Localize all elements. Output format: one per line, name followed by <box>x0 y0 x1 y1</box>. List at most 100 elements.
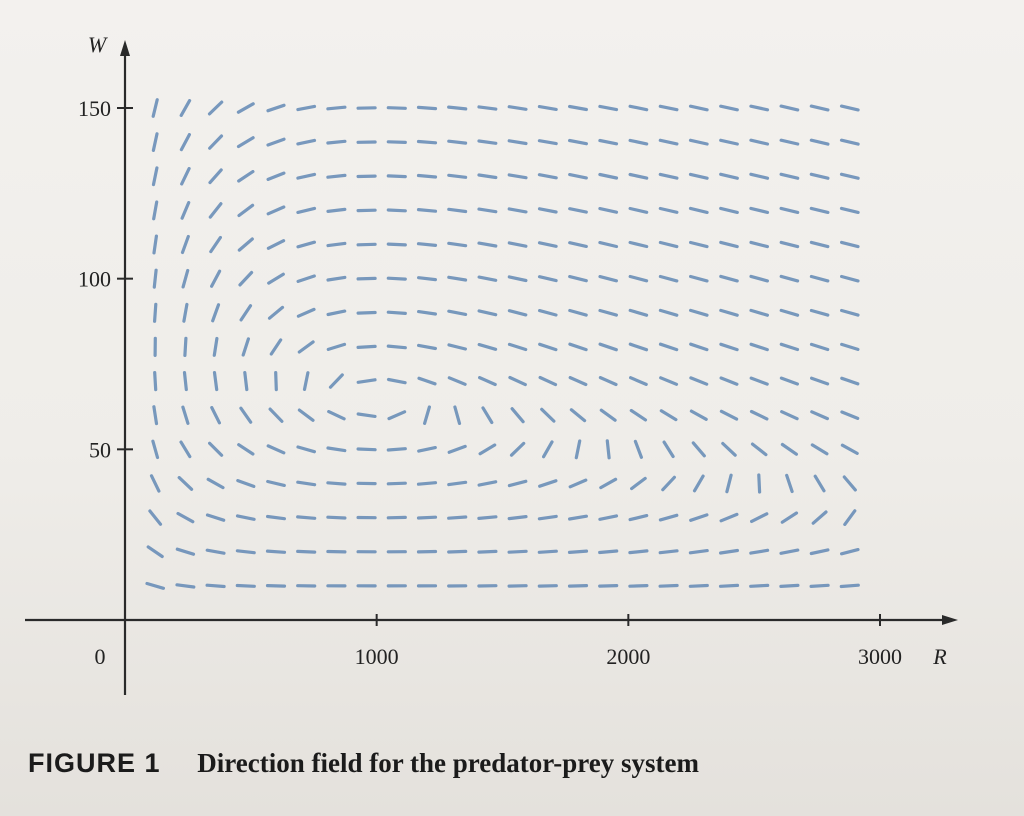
direction-segment <box>416 242 438 247</box>
direction-segment <box>568 478 588 489</box>
direction-segment <box>538 342 558 352</box>
direction-field-segments <box>145 98 860 590</box>
direction-segment <box>417 376 437 386</box>
direction-segment <box>326 515 347 520</box>
direction-segment <box>296 138 317 146</box>
direction-segment <box>605 439 611 460</box>
direction-segment <box>599 477 618 490</box>
direction-segment <box>386 447 407 452</box>
direction-segment <box>326 481 347 486</box>
direction-segment <box>537 139 558 146</box>
direction-segment <box>628 138 649 146</box>
direction-segment <box>574 439 582 460</box>
direction-segment <box>296 445 316 454</box>
direction-segment <box>688 548 709 555</box>
direction-segment <box>175 547 196 556</box>
direction-segment <box>568 308 588 317</box>
direction-segment <box>719 308 739 317</box>
direction-segment <box>688 308 709 317</box>
direction-segment <box>477 173 498 180</box>
direction-segment <box>205 513 226 522</box>
direction-segment <box>326 105 347 111</box>
direction-segment <box>267 272 285 285</box>
direction-segment <box>598 376 618 387</box>
direction-segment <box>537 207 558 214</box>
direction-segment <box>507 139 528 146</box>
direction-segment <box>598 514 619 521</box>
direction-segment <box>269 338 283 356</box>
direction-segment <box>297 340 315 354</box>
direction-segment <box>447 105 468 111</box>
direction-segment <box>447 139 468 145</box>
direction-segment <box>181 405 190 425</box>
direction-segment <box>509 441 526 457</box>
direction-segment <box>296 515 317 520</box>
direction-segment <box>779 342 800 352</box>
direction-segment <box>839 308 860 317</box>
direction-segment <box>302 371 310 391</box>
y-tick-label: 50 <box>89 437 111 462</box>
direction-segment <box>266 239 286 250</box>
direction-segment <box>719 376 739 386</box>
direction-segment <box>239 304 253 322</box>
direction-segment <box>840 410 860 420</box>
direction-segment <box>356 447 377 452</box>
direction-segment <box>598 549 619 555</box>
direction-segment <box>568 241 588 248</box>
direction-segment <box>212 336 219 357</box>
direction-segment <box>243 371 249 392</box>
direction-segment <box>326 173 347 179</box>
direction-segment <box>153 371 158 392</box>
direction-segment <box>236 136 255 149</box>
direction-segment <box>567 583 589 588</box>
direction-segment <box>477 139 498 145</box>
direction-segment <box>386 140 407 144</box>
direction-segment <box>658 240 679 249</box>
direction-segment <box>842 475 857 492</box>
direction-segment <box>477 241 498 248</box>
direction-segment <box>235 514 256 521</box>
direction-segment <box>633 439 644 459</box>
direction-segment <box>779 138 800 146</box>
direction-segment <box>386 310 407 315</box>
direction-segment <box>628 104 649 112</box>
direction-segment <box>568 275 588 283</box>
direction-segment <box>537 104 558 112</box>
direction-segment <box>598 172 619 180</box>
direction-segment <box>268 407 284 423</box>
direction-segment <box>779 308 800 317</box>
direction-segment <box>749 104 770 112</box>
direction-segment <box>749 548 770 555</box>
direction-segment <box>416 173 438 179</box>
direction-segment <box>749 583 770 588</box>
direction-segment <box>628 274 649 283</box>
direction-segment <box>327 410 346 421</box>
direction-segment <box>447 309 468 316</box>
direction-segment <box>238 270 254 287</box>
direction-segment <box>326 275 347 282</box>
direction-segment <box>181 268 190 289</box>
direction-segment <box>689 376 709 386</box>
x-tick-label: 2000 <box>606 644 650 669</box>
direction-segment <box>749 512 769 524</box>
direction-segment <box>780 511 799 524</box>
direction-segment <box>598 342 618 352</box>
direction-segment <box>477 549 498 554</box>
direction-segment <box>386 174 407 179</box>
direction-segment <box>235 549 256 555</box>
direction-segment <box>598 241 619 249</box>
direction-segment <box>210 406 221 425</box>
direction-segment <box>598 583 619 588</box>
direction-segment <box>477 275 498 282</box>
direction-segment <box>296 549 317 554</box>
direction-segment <box>356 242 377 247</box>
direction-segment <box>477 480 498 487</box>
direction-segment <box>386 106 407 110</box>
direction-segment <box>598 138 619 146</box>
direction-segment <box>266 479 286 487</box>
direction-segment <box>235 583 256 588</box>
direction-segment <box>809 240 830 249</box>
direction-segment <box>386 208 407 213</box>
direction-segment <box>481 406 494 425</box>
direction-segment <box>205 548 226 555</box>
